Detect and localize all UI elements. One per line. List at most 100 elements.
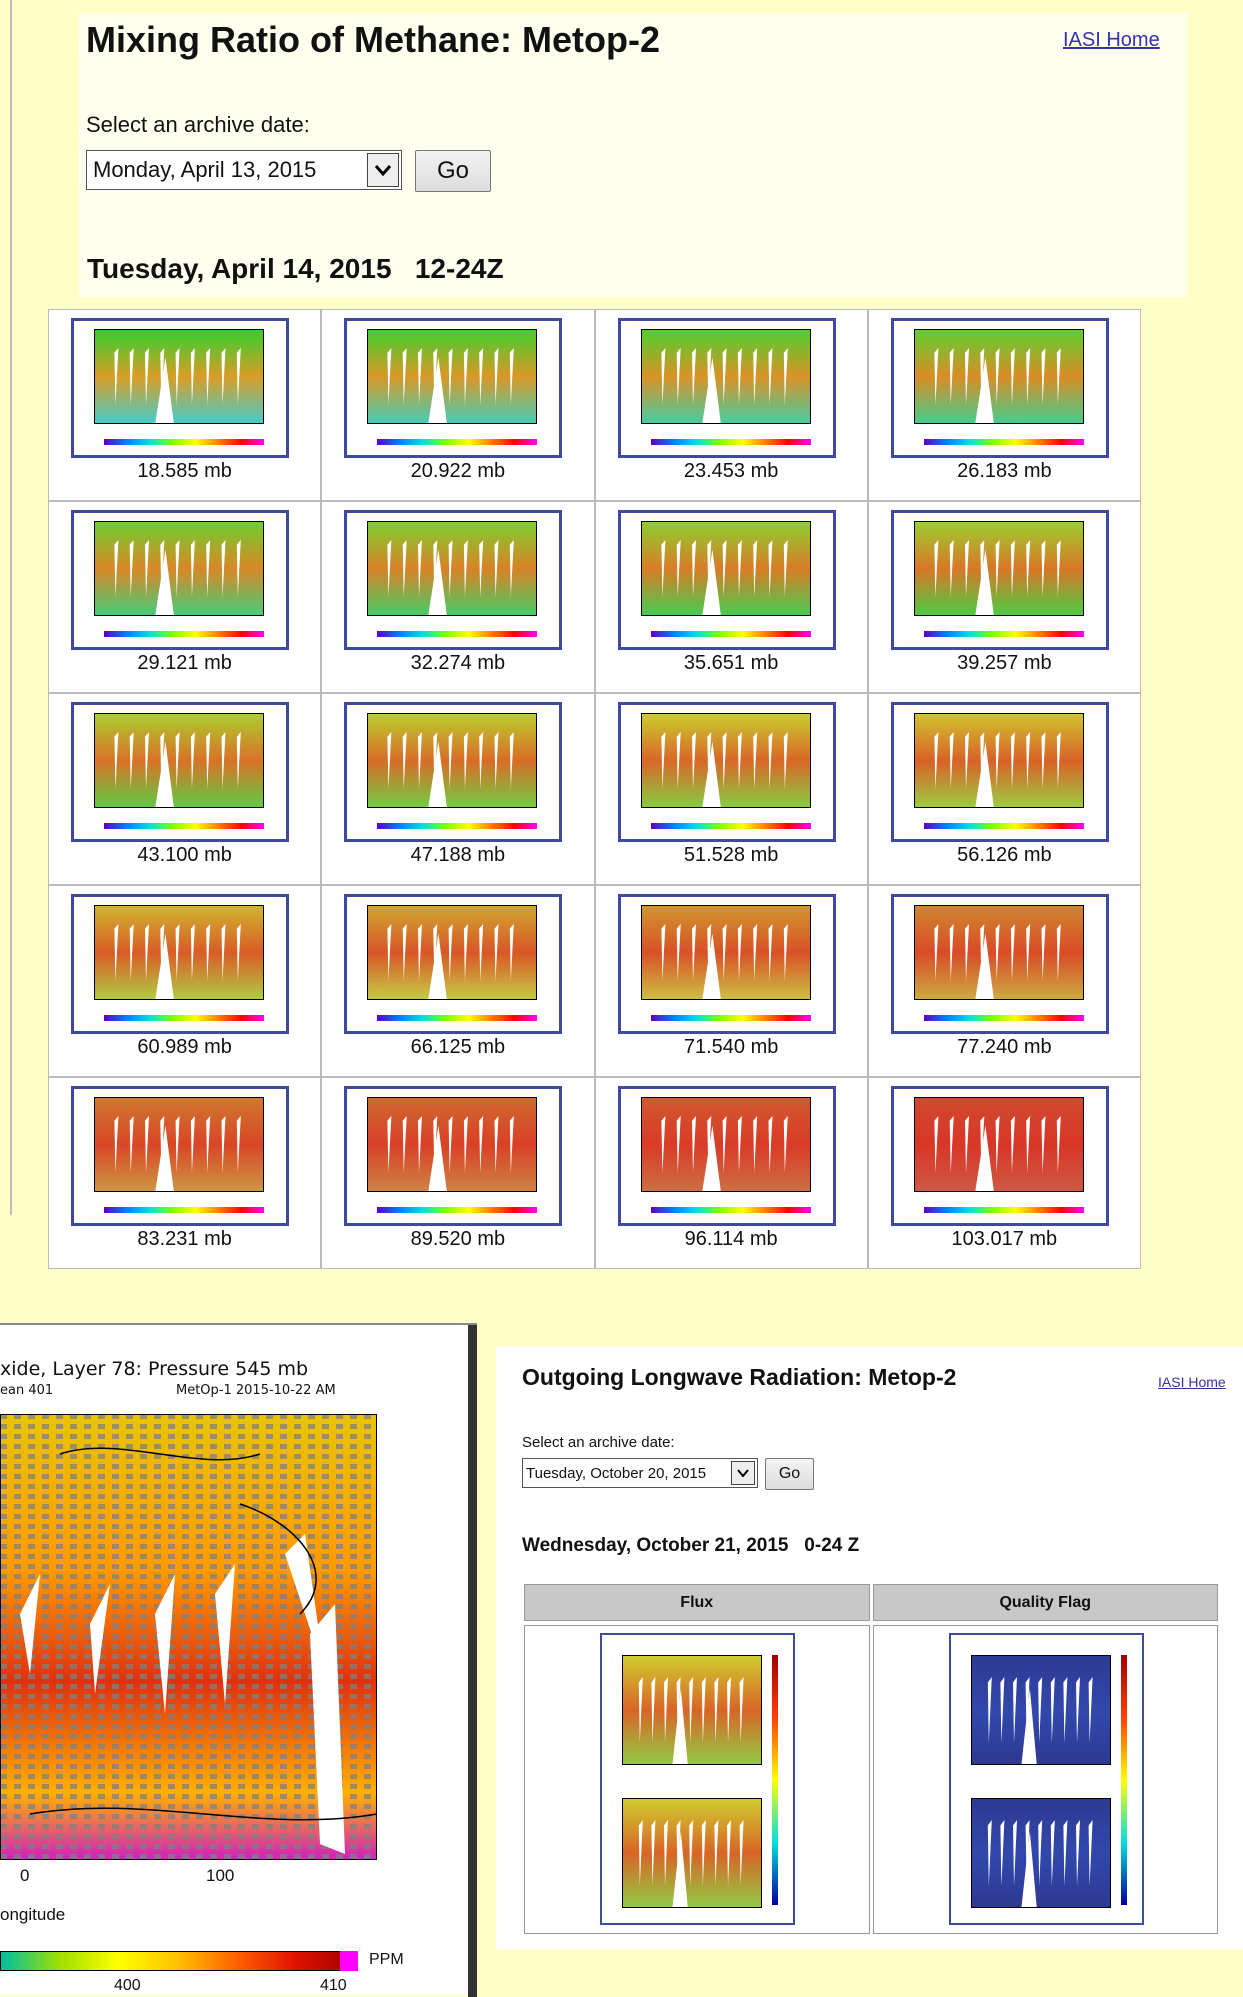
- map-thumbnail[interactable]: [344, 318, 562, 458]
- colorbar: [924, 631, 1084, 637]
- go-button[interactable]: Go: [415, 150, 491, 192]
- colorbar: [377, 631, 537, 637]
- page: Mixing Ratio of Methane: Metop-2 IASI Ho…: [0, 0, 1243, 1995]
- map-thumbnail[interactable]: [891, 318, 1109, 458]
- plot-mean: ean 401: [0, 1383, 53, 1398]
- image-cell: [524, 1625, 870, 1934]
- thumbnail-cell: 60.989 mb: [48, 885, 321, 1077]
- thumbnail-label: 18.585 mb: [49, 460, 320, 483]
- plot-thumbnail[interactable]: [949, 1633, 1144, 1925]
- colorbar: [651, 631, 811, 637]
- co-map: [0, 1414, 377, 1860]
- map-image: [622, 1655, 762, 1770]
- date-heading: Tuesday, April 14, 2015 12-24Z: [87, 253, 504, 285]
- thumbnail-label: 89.520 mb: [322, 1228, 593, 1251]
- home-link[interactable]: IASI Home: [1158, 1374, 1226, 1390]
- map-thumbnail[interactable]: [71, 510, 289, 650]
- map-image: [641, 329, 811, 429]
- map-thumbnail[interactable]: [618, 318, 836, 458]
- map-thumbnail[interactable]: [71, 894, 289, 1034]
- map-image: [641, 521, 811, 621]
- map-thumbnail[interactable]: [344, 510, 562, 650]
- thumbnail-cell: 39.257 mb: [868, 501, 1141, 693]
- colorbar: [651, 1015, 811, 1021]
- map-image: [367, 521, 537, 621]
- map-image: [94, 905, 264, 1005]
- map-image: [914, 1097, 1084, 1197]
- date-select[interactable]: Tuesday, October 20, 2015: [522, 1458, 758, 1488]
- thumbnail-label: 39.257 mb: [869, 652, 1140, 675]
- colorbar: [104, 1207, 264, 1213]
- map-image: [622, 1798, 762, 1913]
- thumbnail-label: 23.453 mb: [596, 460, 867, 483]
- thumbnail-cell: 18.585 mb: [48, 309, 321, 501]
- thumbnail-label: 77.240 mb: [869, 1036, 1140, 1059]
- map-thumbnail[interactable]: [891, 894, 1109, 1034]
- olr-panel: Outgoing Longwave Radiation: Metop-2 IAS…: [496, 1346, 1243, 1949]
- window-border: [468, 1325, 477, 1997]
- thumbnail-cell: 32.274 mb: [321, 501, 594, 693]
- window-edge: [10, 0, 12, 1215]
- map-thumbnail[interactable]: [71, 702, 289, 842]
- thumbnail-cell: 56.126 mb: [868, 693, 1141, 885]
- map-thumbnail[interactable]: [71, 1086, 289, 1226]
- map-thumbnail[interactable]: [344, 894, 562, 1034]
- select-label: Select an archive date:: [522, 1434, 675, 1451]
- go-button[interactable]: Go: [765, 1458, 814, 1490]
- plot-title: xide, Layer 78: Pressure 545 mb: [0, 1358, 308, 1380]
- map-image: [94, 521, 264, 621]
- colorbar-tick-label: 410: [320, 1977, 347, 1995]
- thumbnail-label: 103.017 mb: [869, 1228, 1140, 1251]
- map-image: [367, 713, 537, 813]
- selected-date: Monday, April 13, 2015: [93, 157, 316, 183]
- map-image: [914, 329, 1084, 429]
- map-thumbnail[interactable]: [618, 702, 836, 842]
- map-thumbnail[interactable]: [618, 1086, 836, 1226]
- image-cell: [873, 1625, 1219, 1934]
- date-select[interactable]: Monday, April 13, 2015: [86, 150, 402, 190]
- map-image: [971, 1798, 1111, 1913]
- thumbnail-cell: 71.540 mb: [595, 885, 868, 1077]
- map-thumbnail[interactable]: [344, 1086, 562, 1226]
- map-thumbnail[interactable]: [71, 318, 289, 458]
- map-image: [641, 1097, 811, 1197]
- x-axis-label: ongitude: [0, 1905, 65, 1925]
- thumbnail-label: 96.114 mb: [596, 1228, 867, 1251]
- map-image: [367, 329, 537, 429]
- home-link[interactable]: IASI Home: [1063, 29, 1160, 52]
- thumbnail-cell: 66.125 mb: [321, 885, 594, 1077]
- co-plot-window: xide, Layer 78: Pressure 545 mb ean 401 …: [0, 1323, 477, 1995]
- thumbnail-cell: 23.453 mb: [595, 309, 868, 501]
- colorbar: [104, 631, 264, 637]
- thumbnail-cell: 20.922 mb: [321, 309, 594, 501]
- plot-satellite-time: MetOp-1 2015-10-22 AM: [176, 1383, 336, 1398]
- colorbar-tick-label: 400: [114, 1977, 141, 1995]
- selected-date: Tuesday, October 20, 2015: [526, 1465, 706, 1482]
- methane-panel: Mixing Ratio of Methane: Metop-2 IASI Ho…: [79, 13, 1187, 297]
- colorbar: [651, 1207, 811, 1213]
- map-image: [641, 713, 811, 813]
- thumbnail-label: 47.188 mb: [322, 844, 593, 867]
- map-thumbnail[interactable]: [618, 894, 836, 1034]
- map-thumbnail[interactable]: [891, 1086, 1109, 1226]
- plot-thumbnail[interactable]: [600, 1633, 795, 1925]
- map-image: [914, 521, 1084, 621]
- colorbar: [924, 1015, 1084, 1021]
- thumbnail-cell: 89.520 mb: [321, 1077, 594, 1269]
- thumbnail-cell: 83.231 mb: [48, 1077, 321, 1269]
- thumbnail-label: 29.121 mb: [49, 652, 320, 675]
- map-thumbnail[interactable]: [618, 510, 836, 650]
- map-thumbnail[interactable]: [344, 702, 562, 842]
- thumbnail-label: 35.651 mb: [596, 652, 867, 675]
- colorbar: [104, 1015, 264, 1021]
- colorbar: [1121, 1655, 1127, 1905]
- map-image: [971, 1655, 1111, 1770]
- colorbar-unit: PPM: [369, 1951, 404, 1969]
- x-tick-label: 100: [206, 1866, 234, 1886]
- map-thumbnail[interactable]: [891, 702, 1109, 842]
- map-image: [94, 713, 264, 813]
- colorbar: [651, 439, 811, 445]
- colorbar: [104, 823, 264, 829]
- map-thumbnail[interactable]: [891, 510, 1109, 650]
